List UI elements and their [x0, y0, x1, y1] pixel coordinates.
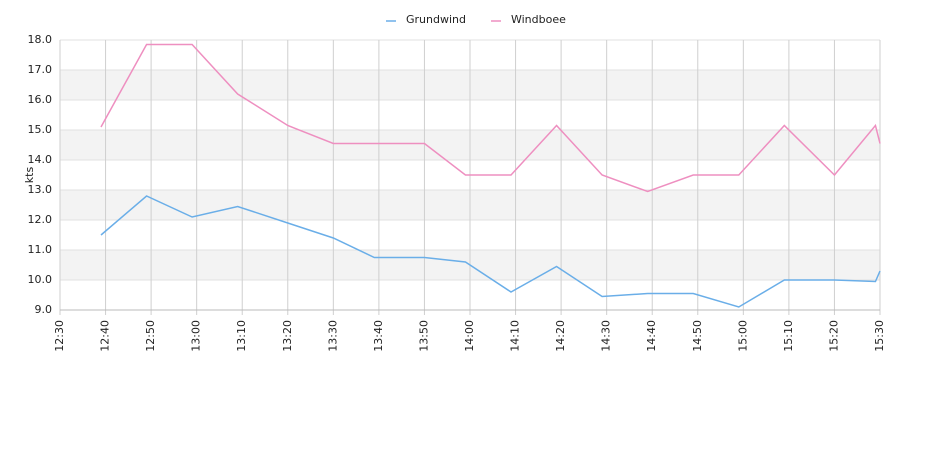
legend-label: Grundwind: [406, 13, 466, 26]
series-line: [100, 195, 881, 308]
x-tick-label: 14:10: [509, 320, 522, 352]
y-tick-label: 18.0: [28, 33, 53, 46]
x-tick-label: 15:30: [873, 320, 886, 352]
x-tick-label: 14:40: [645, 320, 658, 352]
x-tick-label: 12:30: [53, 320, 66, 352]
legend-label: Windboee: [511, 13, 566, 26]
x-tick-label: 14:30: [600, 320, 613, 352]
y-tick-label: 9.0: [35, 303, 53, 316]
x-tick-label: 13:10: [235, 320, 248, 352]
y-tick-label: 11.0: [28, 243, 53, 256]
y-tick-label: 14.0: [28, 153, 53, 166]
x-tick-label: 14:00: [463, 320, 476, 352]
x-tick-label: 15:10: [782, 320, 795, 352]
x-tick-label: 12:50: [144, 320, 157, 352]
x-tick-label: 12:40: [99, 320, 112, 352]
x-tick-label: 13:50: [417, 320, 430, 352]
x-tick-label: 15:20: [827, 320, 840, 352]
y-tick-label: 17.0: [28, 63, 53, 76]
x-tick-label: 15:00: [736, 320, 749, 352]
series-line: [100, 43, 881, 193]
y-axis-label: kts: [23, 167, 36, 184]
y-tick-label: 10.0: [28, 273, 53, 286]
x-tick-label: 14:50: [691, 320, 704, 352]
x-tick-label: 13:40: [372, 320, 385, 352]
y-tick-label: 15.0: [28, 123, 53, 136]
y-tick-label: 13.0: [28, 183, 53, 196]
y-tick-label: 12.0: [28, 213, 53, 226]
x-tick-label: 13:00: [190, 320, 203, 352]
x-tick-label: 13:30: [326, 320, 339, 352]
y-tick-label: 16.0: [28, 93, 53, 106]
x-tick-label: 13:20: [281, 320, 294, 352]
x-tick-label: 14:20: [554, 320, 567, 352]
